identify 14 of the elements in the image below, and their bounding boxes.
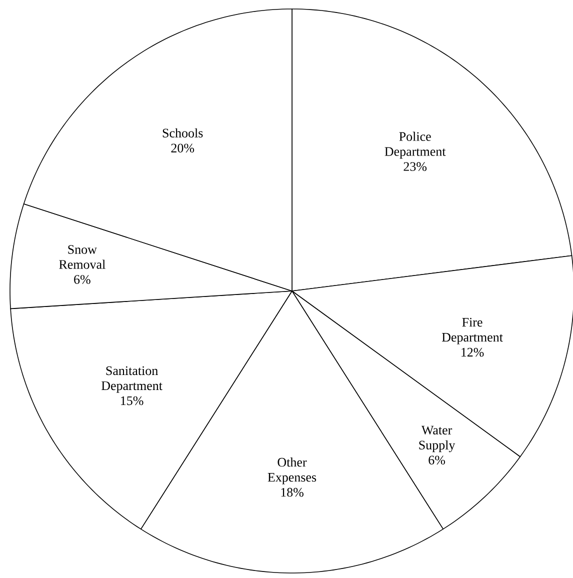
data-label: 6% [428, 456, 446, 465]
data-label: 12% [462, 348, 484, 357]
slice-label: Snow Removal [59, 245, 106, 269]
slice-label: Sanitation Department [101, 366, 162, 393]
data-label: 6% [74, 275, 90, 284]
slice-label: Water Supply [419, 426, 456, 452]
data-label: 20% [171, 144, 194, 153]
slice-label: Fire Department [442, 318, 503, 344]
data-label: 15% [121, 396, 144, 406]
slice-label: Police Department [384, 132, 446, 159]
data-label: 18% [281, 488, 304, 497]
slice-label: Schools [162, 128, 203, 138]
slice-label: Other Expenses [268, 458, 316, 484]
data-label: 23% [404, 162, 427, 171]
